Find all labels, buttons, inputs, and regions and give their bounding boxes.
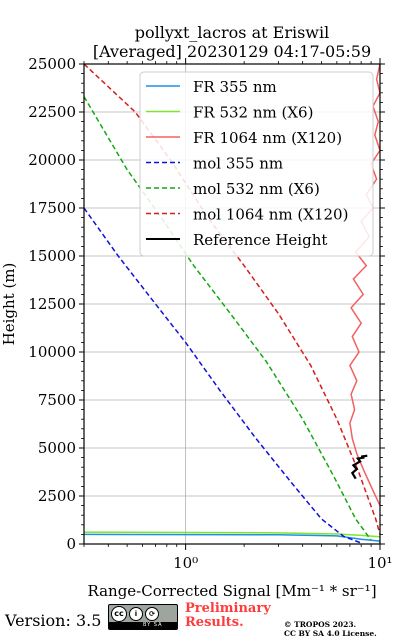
y-axis-label: Height (m) <box>0 263 18 346</box>
series-line-2 <box>349 64 380 506</box>
preliminary-line1: Preliminary <box>185 601 271 616</box>
y-tick-label: 0 <box>66 535 76 553</box>
legend-label: Reference Height <box>193 231 327 249</box>
x-tick-label: 10⁰ <box>173 554 198 572</box>
y-tick-label: 17500 <box>28 199 76 217</box>
y-tick-label: 10000 <box>28 343 76 361</box>
copyright-line1: © TROPOS 2023. <box>284 620 357 629</box>
legend: FR 355 nm FR 532 nm (X6) FR 1064 nm (X120)… <box>139 71 374 257</box>
footer: Version: 3.5 cc i ⟳ BY SA Preliminary Re… <box>0 598 400 640</box>
y-tick-label: 2500 <box>38 487 76 505</box>
legend-label: FR 355 nm <box>193 78 277 96</box>
attribution-icon: i <box>129 606 143 621</box>
x-axis-label: Range-Corrected Signal [Mm⁻¹ * sr⁻¹] <box>87 582 376 600</box>
cc-badge-text: BY SA <box>143 622 163 628</box>
legend-box <box>139 71 374 257</box>
chart-title-line2: [Averaged] 20230129 04:17-05:59 <box>93 42 371 61</box>
y-tick-label: 25000 <box>28 55 76 73</box>
version-label: Version: 3.5 <box>5 611 102 630</box>
series-line-5 <box>84 64 380 535</box>
cc-license-icon: cc i ⟳ BY SA <box>108 604 178 630</box>
y-tick-label: 15000 <box>28 247 76 265</box>
y-tick-label: 7500 <box>38 391 76 409</box>
y-tick-label: 5000 <box>38 439 76 457</box>
preliminary-line2: Results. <box>185 615 244 630</box>
share-alike-icon: ⟳ <box>145 606 159 621</box>
legend-label: mol 355 nm <box>193 155 283 173</box>
copyright-label: © TROPOS 2023. CC BY SA 4.0 License. <box>284 620 377 638</box>
chart-canvas: pollyxt_lacros at Eriswil[Averaged] 2023… <box>0 23 393 600</box>
x-tick-label: 10¹ <box>367 554 392 572</box>
copyright-line2: CC BY SA 4.0 License. <box>284 629 377 638</box>
y-tick-label: 12500 <box>28 295 76 313</box>
legend-label: FR 532 nm (X6) <box>193 104 313 122</box>
series-line-1 <box>84 531 380 539</box>
legend-label: FR 1064 nm (X120) <box>193 129 342 147</box>
legend-label: mol 532 nm (X6) <box>193 180 320 198</box>
series-line-0 <box>84 533 380 543</box>
y-tick-label: 20000 <box>28 151 76 169</box>
chart-title-line1: pollyxt_lacros at Eriswil <box>135 23 329 42</box>
legend-label: mol 1064 nm (X120) <box>193 206 348 224</box>
series-line-6 <box>350 454 368 480</box>
series-line-3 <box>84 207 362 544</box>
cc-icon: cc <box>111 605 127 622</box>
y-tick-label: 22500 <box>28 103 76 121</box>
preliminary-results-label: Preliminary Results. <box>185 602 271 630</box>
